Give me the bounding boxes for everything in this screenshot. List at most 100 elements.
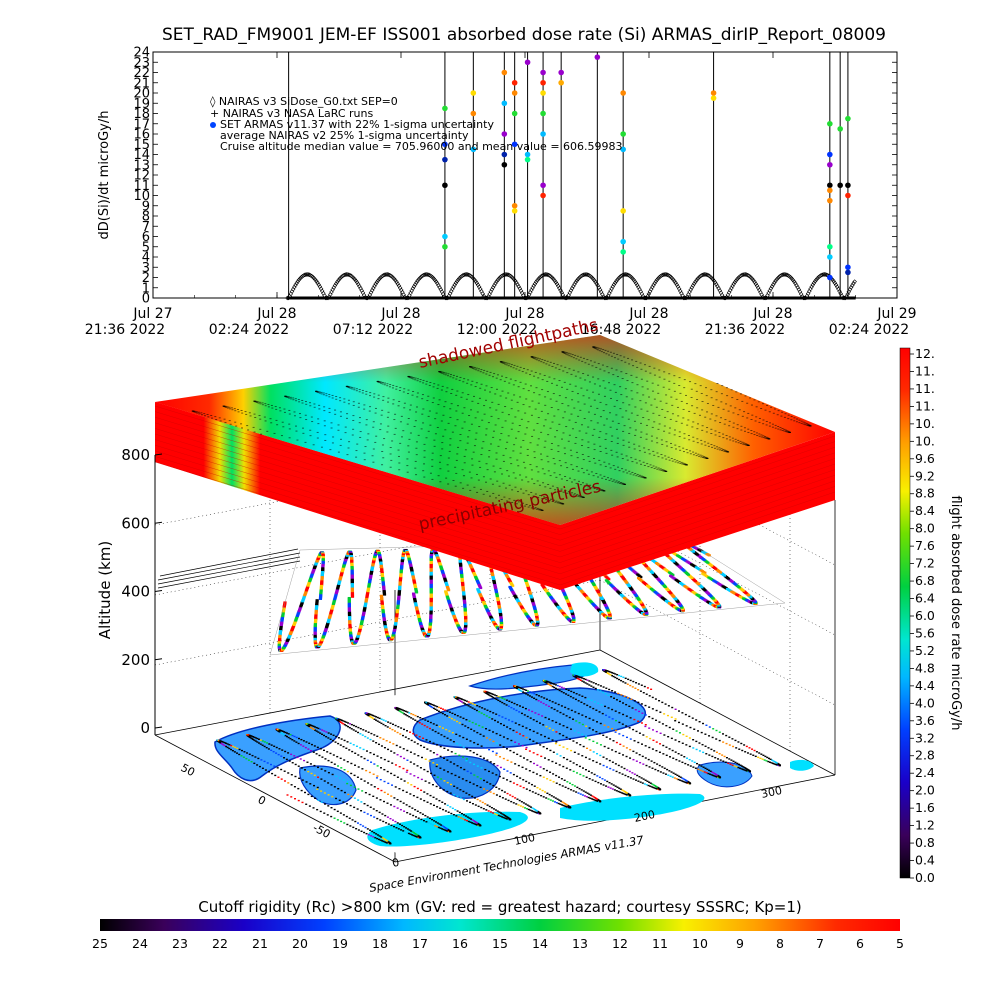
map-track-point [382, 840, 385, 843]
map-track-point [377, 787, 380, 790]
map-track-point [376, 716, 379, 719]
map-track-point [319, 732, 322, 734]
map-track-point [539, 744, 542, 746]
map-track-point [406, 749, 409, 752]
map-track-point [439, 827, 442, 829]
map-track-point [570, 690, 573, 693]
orbit-track-point [380, 602, 384, 605]
map-track-point [453, 794, 456, 796]
map-track-point [428, 727, 431, 730]
map-track-point [369, 713, 372, 716]
map-track-point [552, 796, 555, 798]
map-track-point [710, 774, 713, 776]
orbit-track-point [331, 605, 335, 608]
map-continent-africa [429, 755, 501, 799]
map-track-point [439, 755, 442, 758]
map-track-point [593, 796, 596, 799]
map-track-point [259, 743, 262, 745]
orbit-track-point [282, 606, 286, 609]
map-track-point [281, 733, 284, 735]
map-track-point [410, 784, 413, 786]
map-track-point [436, 705, 439, 708]
map-track-point [403, 826, 406, 828]
map-track-point [394, 724, 397, 727]
map-track-point [449, 806, 452, 808]
map-track-point [480, 712, 483, 714]
map-track-point [465, 779, 468, 782]
ts-spike-point [845, 269, 851, 276]
map-track-point [592, 751, 595, 753]
map-track-point [320, 801, 323, 803]
map-track-point [317, 776, 320, 778]
map-track-point [314, 797, 317, 799]
map-track-point [562, 734, 565, 737]
map-track-point [644, 725, 647, 728]
map-track-point [519, 785, 522, 787]
map-track-point [430, 772, 433, 775]
map-track-point [273, 765, 276, 767]
map-track-point [635, 682, 638, 684]
ts-background-point [494, 279, 499, 284]
map-track-point [549, 771, 552, 773]
ts-background-point [839, 293, 845, 299]
orbit-track-point [382, 592, 386, 595]
map-track-point [721, 754, 724, 756]
map-track-point [601, 778, 604, 780]
map-track-point [759, 757, 762, 760]
map-track-point [471, 707, 474, 709]
map-track-point [548, 718, 551, 720]
map-track-point [618, 712, 621, 714]
map-track-point [294, 798, 297, 800]
map-track-point [585, 796, 588, 798]
map-track-point [575, 791, 578, 793]
map-track-point [512, 729, 515, 732]
map-track-point [548, 699, 551, 702]
ts-y-tick-label: 1 [142, 281, 150, 296]
orbit-track-point [397, 596, 401, 600]
map-track-point [416, 796, 419, 799]
map-track-point [274, 774, 277, 777]
map-track-point [471, 703, 474, 705]
map-track-point [493, 694, 496, 696]
map-track-point [518, 799, 521, 802]
map-track-point [378, 721, 381, 723]
orbit-track-point [303, 592, 307, 596]
map-track-point [532, 730, 535, 733]
map-track-point [443, 829, 446, 831]
map-track-point [403, 728, 406, 731]
map-track-point [484, 747, 487, 749]
map-track-point [501, 797, 504, 799]
ts-background-point [297, 276, 303, 281]
map-track-point [301, 801, 304, 804]
map-track-point [410, 717, 413, 719]
map-track-point [449, 739, 452, 741]
map-track-point [548, 681, 551, 684]
map-track-point [528, 789, 531, 792]
map-track-point [512, 782, 515, 784]
map-track-point [412, 834, 415, 837]
orbit-track-point [365, 593, 369, 596]
map-track-point [527, 690, 530, 692]
map-track-point [221, 740, 224, 743]
map-track-point [369, 806, 372, 808]
map-track-point [585, 725, 588, 727]
map-track-point [677, 778, 680, 781]
map-track-point [605, 714, 608, 717]
map-track-point [497, 699, 500, 702]
map-track-point [607, 672, 610, 675]
map-track-point [556, 684, 559, 687]
map-track-point [728, 758, 731, 760]
map-track-point [499, 756, 502, 758]
ts-background-point [433, 279, 439, 284]
map-track-point [702, 722, 705, 725]
ts-background-point [452, 282, 457, 288]
map-track-point [480, 806, 483, 809]
legend-armas-marker [210, 122, 216, 128]
map-track-point [221, 743, 224, 745]
map-track-point [624, 791, 627, 794]
orbit-track-point [319, 588, 323, 591]
ts-background-point [515, 282, 520, 287]
map-track-point [648, 695, 651, 697]
map-track-point [487, 810, 490, 812]
map-track-point [599, 744, 602, 746]
